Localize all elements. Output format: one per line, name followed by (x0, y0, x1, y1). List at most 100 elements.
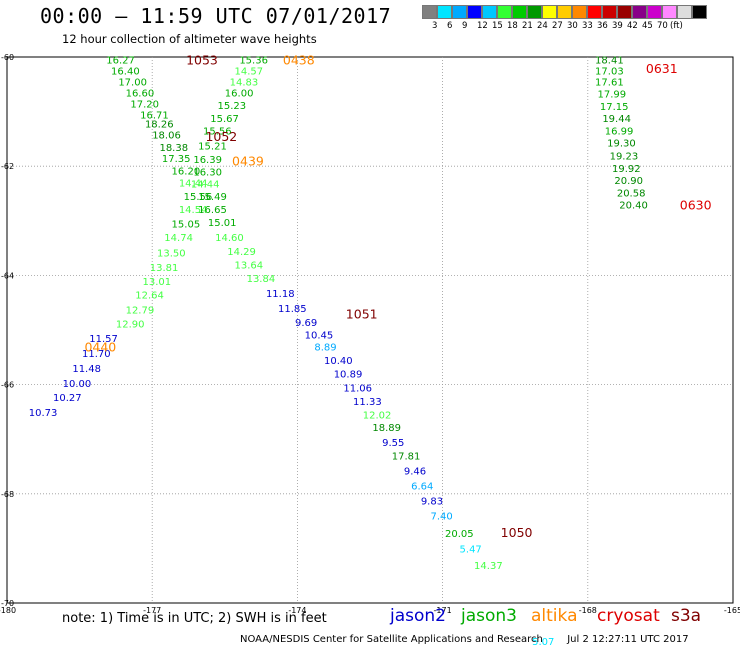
wave-height-colorbar (422, 5, 707, 19)
wave-height-value: 19.23 (610, 151, 639, 162)
wave-height-value: 9.69 (295, 318, 317, 329)
wave-height-value: 15.05 (172, 220, 201, 231)
longitude-label: -180 (0, 606, 16, 615)
colorbar-label: 6 (447, 21, 453, 31)
colorbar-swatch (647, 5, 662, 19)
colorbar-label: 15 (492, 21, 503, 31)
longitude-label: -165 (724, 606, 740, 615)
legend-cryosat: cryosat (597, 606, 660, 626)
pass-time-label: 0440 (84, 339, 116, 354)
longitude-label: -177 (143, 606, 161, 615)
wave-height-value: 13.84 (247, 274, 276, 285)
wave-height-value: 10.00 (63, 379, 92, 390)
wave-height-value: 14.44 (179, 179, 208, 190)
wave-height-value: 16.65 (198, 205, 227, 216)
colorbar-swatch (542, 5, 557, 19)
wave-height-value: 9.83 (421, 496, 443, 507)
wave-height-value: 18.89 (372, 423, 401, 434)
note-text: note: 1) Time is in UTC; 2) SWH is in fe… (62, 611, 327, 626)
wave-height-value: 16.00 (225, 88, 254, 99)
longitude-label: -171 (434, 606, 452, 615)
wave-height-value: 20.05 (445, 529, 474, 540)
wave-height-value: 10.45 (305, 330, 334, 341)
wave-height-value: 17.00 (118, 78, 147, 89)
wave-height-value: 11.70 (82, 349, 111, 360)
wave-height-value: 14.54 (179, 205, 208, 216)
wave-height-value: 17.35 (162, 154, 191, 165)
colorbar-label: 36 (597, 21, 608, 31)
wave-height-value: 20.58 (617, 188, 646, 199)
longitude-label: -168 (579, 606, 597, 615)
colorbar-label: 12 (477, 21, 488, 31)
colorbar-label: 9 (462, 21, 468, 31)
wave-height-value: 10.40 (324, 356, 353, 367)
colorbar-swatch (512, 5, 527, 19)
wave-height-value: 13.81 (150, 263, 179, 274)
colorbar-swatch (677, 5, 692, 19)
colorbar-swatch (437, 5, 452, 19)
footer-center: NOAA/NESDIS Center for Satellite Applica… (240, 634, 543, 645)
wave-height-value: 16.40 (111, 67, 140, 78)
wave-height-value: 18.26 (145, 120, 174, 131)
map-subtitle: 12 hour collection of altimeter wave hei… (62, 32, 317, 46)
wave-height-value: 16.99 (605, 127, 634, 138)
colorbar-swatch (557, 5, 572, 19)
wave-height-value: 13.64 (234, 260, 263, 271)
colorbar-label: 42 (627, 21, 638, 31)
wave-height-value: 16.27 (106, 56, 135, 67)
latitude-label: -62 (1, 162, 14, 171)
colorbar-swatch (692, 5, 707, 19)
wave-height-value: 17.99 (597, 90, 626, 101)
wave-height-value: 8.89 (314, 342, 336, 353)
latitude-label: -70 (1, 599, 14, 608)
wave-height-value: 10.89 (334, 370, 363, 381)
legend-jason2: jason2 (390, 606, 446, 626)
pass-time-label: 0631 (646, 61, 678, 76)
wave-height-value: 11.48 (72, 364, 101, 375)
wave-height-value: 15.56 (184, 192, 213, 203)
map-title: 00:00 – 11:59 UTC 07/01/2017 (40, 4, 392, 28)
wave-height-value: 17.03 (595, 67, 624, 78)
wave-height-value: 11.85 (278, 304, 307, 315)
wave-height-value: 19.92 (612, 164, 641, 175)
pass-time-label: 0630 (680, 197, 712, 212)
wave-height-value: 15.49 (198, 192, 227, 203)
wave-height-value: 19.30 (607, 139, 636, 150)
wave-height-value: 9.55 (382, 438, 404, 449)
wave-height-value: 16.30 (193, 168, 222, 179)
wave-height-value: 14.60 (215, 233, 244, 244)
latitude-label: -64 (1, 271, 14, 280)
wave-height-value: 12.79 (126, 305, 155, 316)
colorbar-labels: 3 6 9 12 15 18 21 24 27 30 33 36 39 42 45 70 (ft) (422, 21, 740, 33)
colorbar-label: 33 (582, 21, 593, 31)
pass-time-label: 1052 (205, 129, 237, 144)
colorbar-swatch (662, 5, 677, 19)
wave-height-value: 10.27 (53, 393, 82, 404)
colorbar-label: 18 (507, 21, 518, 31)
colorbar-swatch (422, 5, 437, 19)
wave-height-value: 16.39 (193, 155, 222, 166)
colorbar-label: 30 (567, 21, 578, 31)
pass-time-label: 1053 (186, 53, 218, 68)
colorbar-swatch (452, 5, 467, 19)
colorbar-swatch (602, 5, 617, 19)
wave-height-value: 17.61 (595, 78, 624, 89)
colorbar-label: (ft) (670, 21, 683, 31)
wave-height-value: 16.71 (140, 110, 169, 121)
colorbar-swatch (587, 5, 602, 19)
colorbar-swatch (467, 5, 482, 19)
wave-height-value: 15.21 (198, 141, 227, 152)
colorbar-swatch (572, 5, 587, 19)
wave-height-value: 16.60 (126, 88, 155, 99)
wave-height-value: 15.67 (210, 114, 239, 125)
latitude-label: -60 (1, 53, 14, 62)
wave-height-value: 5.47 (460, 544, 482, 555)
wave-height-value: 15.56 (203, 127, 232, 138)
wave-height-value: 14.29 (227, 247, 256, 258)
wave-height-value: 11.57 (89, 334, 118, 345)
pass-time-label: 0438 (283, 53, 315, 68)
footer-timestamp: Jul 2 12:27:11 UTC 2017 (567, 634, 689, 645)
colorbar-label: 45 (642, 21, 653, 31)
